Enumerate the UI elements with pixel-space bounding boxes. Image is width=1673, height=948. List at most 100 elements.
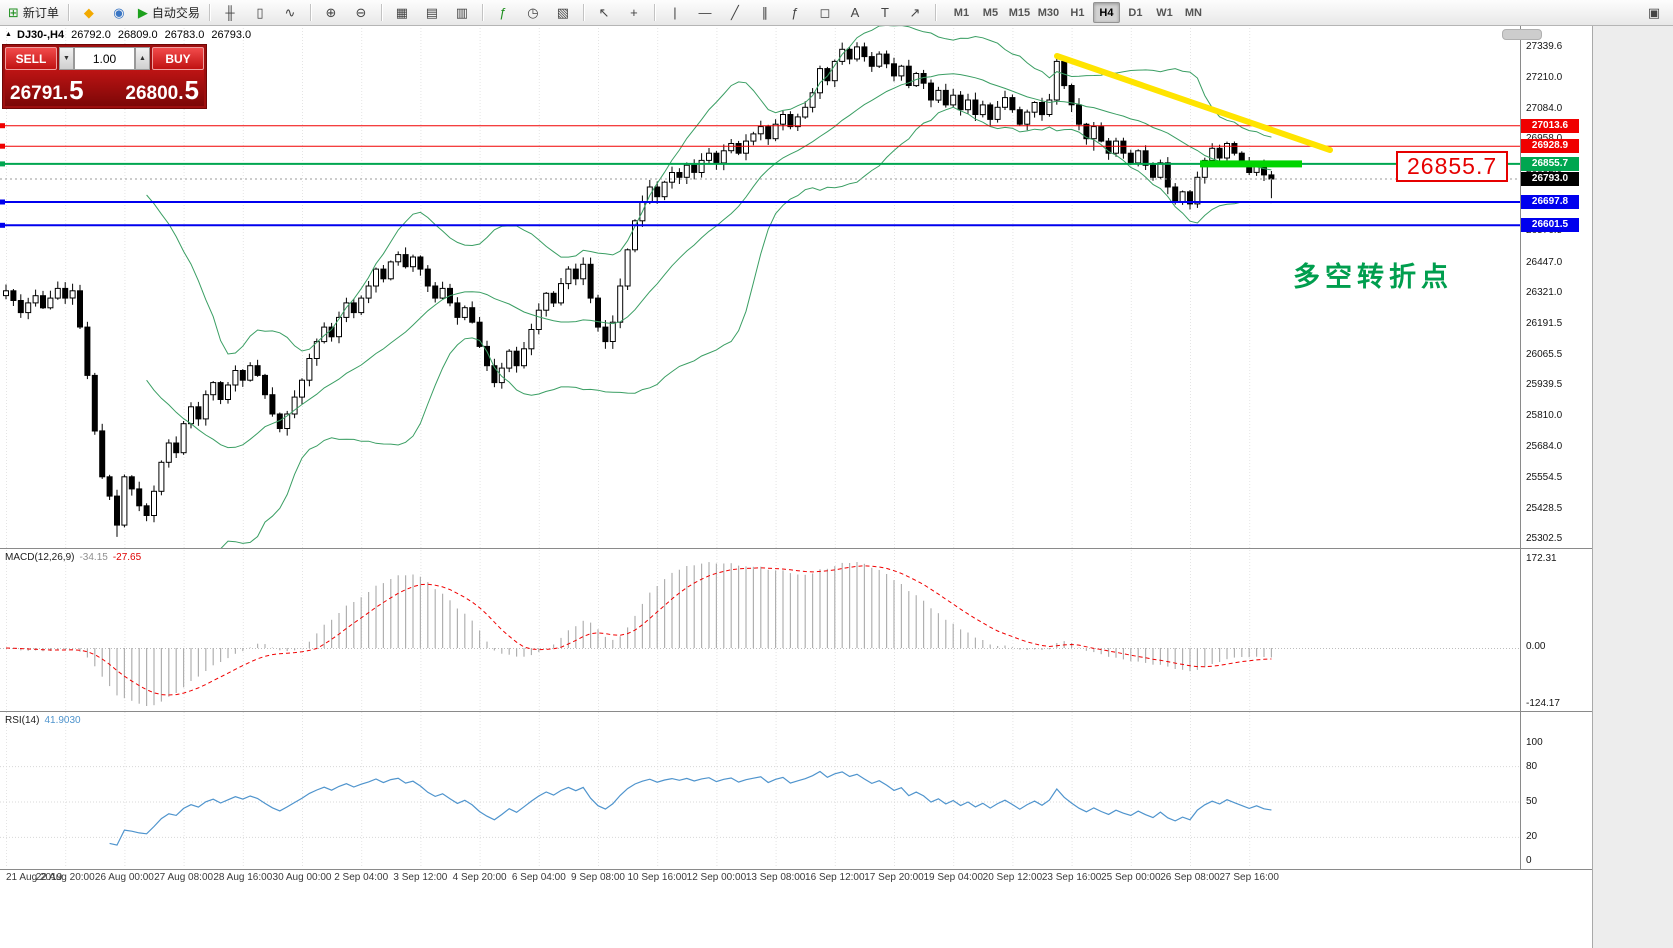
fibonacci-button[interactable]: ƒ xyxy=(780,2,810,24)
zoom-in-button[interactable]: ⊕ xyxy=(316,2,346,24)
indicators-icon: ƒ xyxy=(499,5,507,20)
rsi-scale-label: 100 xyxy=(1526,737,1543,748)
label-button[interactable]: T xyxy=(870,2,900,24)
highlight-segment[interactable] xyxy=(1200,160,1302,168)
cursor-button[interactable]: ↖ xyxy=(589,2,619,24)
vertical-line-button[interactable]: | xyxy=(660,2,690,24)
time-label: 27 Sep 16:00 xyxy=(1219,872,1279,883)
price-tick: 27339.6 xyxy=(1526,41,1563,52)
buy-price[interactable]: 26800. 5 xyxy=(125,77,199,103)
tile-windows-button[interactable]: ▤ xyxy=(417,2,447,24)
timeframe-w1[interactable]: W1 xyxy=(1156,6,1173,19)
trendline-button[interactable]: ╱ xyxy=(720,2,750,24)
zoom-out-button[interactable]: ⊖ xyxy=(346,2,376,24)
volume-increase-button[interactable]: ▲ xyxy=(135,47,150,70)
horizontal-line-button[interactable]: ― xyxy=(690,2,720,24)
new-order-button-label: 新订单 xyxy=(22,6,59,20)
toolbar-separator xyxy=(309,4,311,21)
text-button[interactable]: A xyxy=(840,2,870,24)
timeframe-bar: M1 M5 M15 M30 H1 H4 D1 W1 MN xyxy=(947,2,1208,23)
community-button[interactable]: ◉ xyxy=(104,2,134,24)
price-badge: 26601.5 xyxy=(1521,218,1579,233)
macd-signal-line xyxy=(5,565,1272,696)
bar-chart-button[interactable]: ╫ xyxy=(215,2,245,24)
rsi-scale-label: 50 xyxy=(1526,796,1538,807)
price-tick: 26191.5 xyxy=(1526,318,1563,330)
macd-name: MACD(12,26,9) xyxy=(5,552,75,563)
buy-button[interactable]: BUY xyxy=(152,47,204,70)
time-label: 4 Sep 20:00 xyxy=(452,872,507,883)
toolbar-separator xyxy=(653,4,655,21)
new-order-button[interactable]: ⊞ 新订单 xyxy=(4,2,63,24)
autotrading-play-icon: ▶ xyxy=(137,5,148,20)
macd-scale-label: 172.31 xyxy=(1526,553,1557,564)
sell-price[interactable]: 26791. 5 xyxy=(10,77,84,103)
templates-button[interactable]: ▧ xyxy=(548,2,578,24)
rsi-value: 41.9030 xyxy=(44,715,81,726)
volume-input[interactable] xyxy=(74,47,135,70)
time-label: 2 Sep 04:00 xyxy=(334,872,389,883)
rsi-label: RSI(14) 41.9030 xyxy=(5,715,81,726)
candlestick-chart-button[interactable]: ▯ xyxy=(245,2,275,24)
channel-icon: ∥ xyxy=(761,5,769,20)
time-label: 27 Aug 08:00 xyxy=(154,872,214,883)
time-label: 19 Sep 04:00 xyxy=(923,872,983,883)
toolbar-separator xyxy=(380,4,382,21)
arrows-button[interactable]: ↗ xyxy=(900,2,930,24)
time-label: 10 Sep 16:00 xyxy=(627,872,687,883)
autotrading-button[interactable]: ▶ 自动交易 xyxy=(134,2,204,24)
line-chart-button[interactable]: ∿ xyxy=(275,2,305,24)
timeframe-h1[interactable]: H1 xyxy=(1070,6,1085,19)
bid-price-badge: 26793.0 xyxy=(1521,172,1579,187)
time-label: 16 Sep 12:00 xyxy=(805,872,865,883)
h-scrollbar-thumb[interactable] xyxy=(1502,29,1542,40)
rsi-scale-label: 20 xyxy=(1526,831,1538,843)
channel-button[interactable]: ∥ xyxy=(750,2,780,24)
volume-decrease-button[interactable]: ▼ xyxy=(59,47,74,70)
buy-price-main: 26800. xyxy=(125,83,184,104)
autotrading-button-label: 自动交易 xyxy=(151,6,200,20)
text-icon: A xyxy=(850,5,860,20)
sell-button[interactable]: SELL xyxy=(5,47,57,70)
periods-button[interactable]: ◷ xyxy=(518,2,548,24)
timeframe-m5[interactable]: M5 xyxy=(982,6,999,19)
indicators-button[interactable]: ƒ xyxy=(488,2,518,24)
price-tick: 25302.5 xyxy=(1526,533,1563,544)
price-tick: 25810.0 xyxy=(1526,410,1563,422)
timeframe-h4[interactable]: H4 xyxy=(1092,2,1120,23)
time-label: 17 Sep 20:00 xyxy=(864,872,924,883)
price-tick: 27084.0 xyxy=(1526,102,1563,114)
time-label: 26 Aug 00:00 xyxy=(94,872,154,883)
price-tick: 26447.0 xyxy=(1526,256,1563,268)
time-label: 12 Sep 00:00 xyxy=(686,872,747,883)
toolbar-separator xyxy=(481,4,483,21)
toolbar-separator xyxy=(934,4,936,21)
one-click-trading-panel: SELL ▼ ▲ BUY 26791. 5 26800. 5 xyxy=(2,44,207,109)
panels-button[interactable]: ▣ xyxy=(1639,2,1669,24)
rsi-name: RSI(14) xyxy=(5,715,40,726)
timeframe-m1[interactable]: M1 xyxy=(953,6,970,19)
sell-price-main: 26791. xyxy=(10,83,69,104)
ohlc-open: 26792.0 xyxy=(71,29,111,41)
cascade-windows-button[interactable]: ▥ xyxy=(447,2,477,24)
tile-windows-icon: ▤ xyxy=(425,5,439,20)
shapes-button[interactable]: ◻ xyxy=(810,2,840,24)
mql5-button[interactable]: ◆ xyxy=(74,2,104,24)
macd-signal-value: -27.65 xyxy=(112,552,142,563)
timeframe-d1[interactable]: D1 xyxy=(1128,6,1143,19)
timeframe-m30[interactable]: M30 xyxy=(1037,6,1060,19)
price-tick: 25939.5 xyxy=(1526,379,1563,391)
trendline-yellow[interactable] xyxy=(1054,53,1333,153)
toolbar-separator xyxy=(582,4,584,21)
time-label: 20 Sep 12:00 xyxy=(982,872,1043,883)
timeframe-mn[interactable]: MN xyxy=(1184,6,1202,19)
ohlc-close: 26793.0 xyxy=(211,29,252,41)
grid-button[interactable]: ▦ xyxy=(387,2,417,24)
rsi-line xyxy=(109,770,1272,846)
crosshair-button[interactable]: + xyxy=(619,2,649,24)
community-icon: ◉ xyxy=(113,5,125,20)
timeframe-m15[interactable]: M15 xyxy=(1008,6,1031,19)
price-badge: 27013.6 xyxy=(1521,118,1579,133)
panel-collapse-icon[interactable]: ▲ xyxy=(5,31,12,38)
